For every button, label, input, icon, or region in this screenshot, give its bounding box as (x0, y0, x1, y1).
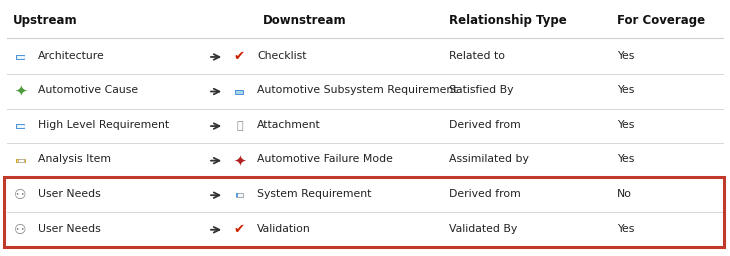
Text: Yes: Yes (617, 51, 634, 61)
FancyBboxPatch shape (235, 90, 244, 91)
Text: Architecture: Architecture (38, 51, 104, 61)
Text: Yes: Yes (617, 224, 634, 234)
Text: ✦: ✦ (233, 153, 246, 168)
Text: No: No (617, 189, 632, 199)
Text: User Needs: User Needs (38, 189, 101, 199)
Text: Analysis Item: Analysis Item (38, 155, 111, 165)
Text: ✔: ✔ (234, 50, 245, 63)
Text: Automotive Failure Mode: Automotive Failure Mode (257, 155, 393, 165)
FancyBboxPatch shape (235, 90, 244, 93)
Text: Checklist: Checklist (257, 51, 307, 61)
Text: Upstream: Upstream (13, 14, 78, 27)
Text: Automotive Cause: Automotive Cause (38, 86, 138, 95)
Text: Satisfied By: Satisfied By (449, 86, 513, 95)
Text: Validation: Validation (257, 224, 311, 234)
Text: For Coverage: For Coverage (617, 14, 705, 27)
Text: Validated By: Validated By (449, 224, 517, 234)
Text: ✔: ✔ (234, 223, 245, 236)
Text: Related to: Related to (449, 51, 505, 61)
Text: Assimilated by: Assimilated by (449, 155, 529, 165)
FancyBboxPatch shape (18, 159, 24, 162)
FancyBboxPatch shape (236, 193, 243, 197)
Text: Attachment: Attachment (257, 120, 320, 130)
Text: 🖇: 🖇 (236, 121, 243, 131)
Text: ⚇: ⚇ (14, 188, 27, 202)
Text: Derived from: Derived from (449, 120, 520, 130)
Text: Yes: Yes (617, 120, 634, 130)
Text: High Level Requirement: High Level Requirement (38, 120, 169, 130)
Text: Automotive Subsystem Requirement: Automotive Subsystem Requirement (257, 86, 458, 95)
Text: ⚇: ⚇ (14, 223, 27, 237)
FancyBboxPatch shape (16, 124, 25, 128)
Text: System Requirement: System Requirement (257, 189, 372, 199)
Text: Derived from: Derived from (449, 189, 520, 199)
Text: Downstream: Downstream (263, 14, 347, 27)
Text: Yes: Yes (617, 155, 634, 165)
Text: User Needs: User Needs (38, 224, 101, 234)
FancyBboxPatch shape (16, 55, 25, 59)
FancyBboxPatch shape (236, 193, 238, 197)
FancyBboxPatch shape (16, 159, 25, 163)
Text: Relationship Type: Relationship Type (449, 14, 566, 27)
Text: Yes: Yes (617, 86, 634, 95)
Text: ✦: ✦ (14, 84, 27, 99)
